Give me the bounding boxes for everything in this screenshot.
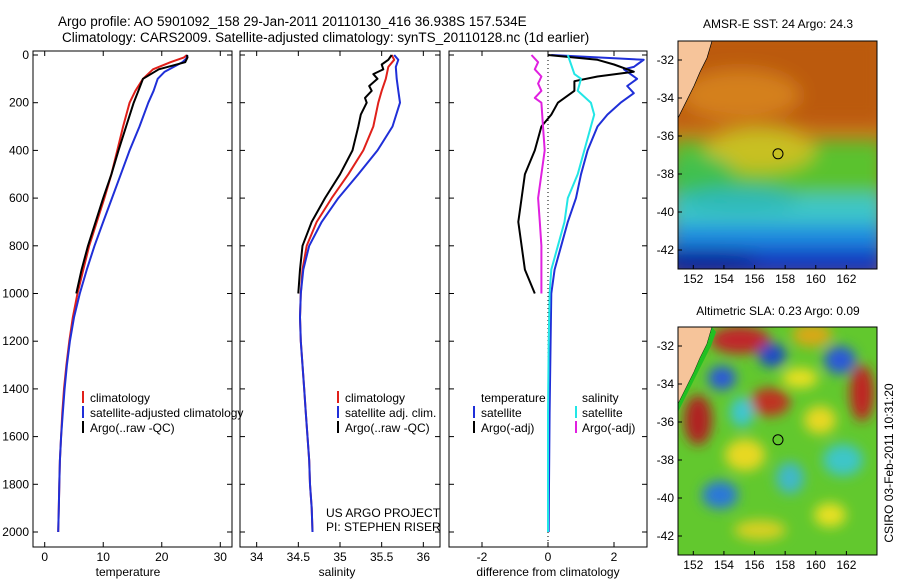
lat-tick-label: -34 [657,91,675,105]
lat-tick-label: -40 [657,205,675,219]
lat-tick-label: -32 [657,53,675,67]
lon-tick-label: 154 [714,558,734,572]
y-tick-label: 200 [9,96,29,110]
header-line-2: Climatology: CARS2009. Satellite-adjuste… [62,30,589,45]
lon-tick-label: 156 [745,272,765,286]
y-tick-label: 1000 [2,287,29,301]
series-line-2 [547,54,596,532]
series-line-3 [530,54,546,294]
timestamp-stamp: CSIRO 03-Feb-2011 10:31:20 [882,383,896,543]
lat-tick-label: -36 [657,129,675,143]
lat-tick-label: -38 [657,167,675,181]
y-tick-label: 2000 [2,525,29,539]
lat-tick-label: -36 [657,415,675,429]
lon-tick-label: 156 [745,558,765,572]
legend-label-sal-satellite: satellite [582,406,623,420]
x-tick-label: 0 [41,550,48,564]
x-tick-label: 10 [97,550,111,564]
lat-tick-label: -40 [657,491,675,505]
lon-tick-label: 160 [806,272,826,286]
lon-tick-label: 160 [806,558,826,572]
x-tick-label: 30 [214,550,228,564]
lat-tick-label: -42 [657,243,675,257]
y-tick-label: 1800 [2,477,29,491]
land-mass [678,41,713,119]
difference-legend: temperature satellite Argo(-adj) salinit… [473,391,635,435]
lat-tick-label: -42 [657,529,675,543]
legend-label-argo: Argo(..raw -QC) [90,421,175,435]
lat-tick-label: -32 [657,339,675,353]
x-axis-label-salinity: salinity [319,565,356,579]
series-line-2 [297,54,393,294]
series-line-1 [299,54,401,533]
x-tick-label: 35.5 [370,550,394,564]
x-axis-label-difference: difference from climatology [476,565,619,579]
sla-map-axes: 152 154 156 158 160 162 -32 -34 -36 -38 -40 -42 [657,339,857,572]
x-tick-label: -2 [477,550,488,564]
legend-heading-salinity: salinity [582,391,619,405]
y-tick-label: 800 [9,239,29,253]
series-line-1 [57,54,189,533]
lon-tick-label: 152 [683,558,703,572]
lon-tick-label: 158 [775,272,795,286]
y-tick-label: 1400 [2,382,29,396]
legend-label-satellite: satellite-adjusted climatology [90,406,243,420]
sla-map-title: Altimetric SLA: 0.23 Argo: 0.09 [696,304,860,318]
lon-tick-label: 158 [775,558,795,572]
sst-map [678,41,877,269]
legend-label-temp-satellite: satellite [481,406,522,420]
x-tick-label: 0 [545,550,552,564]
lon-tick-label: 154 [714,272,734,286]
temperature-panel [32,50,233,548]
lon-tick-label: 152 [683,272,703,286]
sst-map-title: AMSR-E SST: 24 Argo: 24.3 [703,17,853,31]
lon-tick-label: 162 [836,272,856,286]
y-tick-label: 0 [22,48,29,62]
x-axis-label-temperature: temperature [96,565,161,579]
series-line-1 [517,54,635,294]
temperature-legend: climatology satellite-adjusted climatolo… [82,391,243,435]
salinity-panel [239,50,441,548]
argo-location-marker [772,434,784,446]
legend-label-argo: Argo(..raw -QC) [345,421,430,435]
y-tick-label: 600 [9,191,29,205]
salinity-legend: climatology satellite adj. clim. Argo(..… [337,391,436,435]
credit-project: US ARGO PROJECT [326,506,441,520]
legend-heading-temperature: temperature [481,391,546,405]
x-tick-label: 20 [155,550,169,564]
x-tick-label: 34.5 [287,550,311,564]
header-line-1: Argo profile: AO 5901092_158 29-Jan-2011… [58,14,527,29]
legend-label-sal-argo: Argo(-adj) [582,421,635,435]
lat-tick-label: -38 [657,453,675,467]
legend-label-temp-argo: Argo(-adj) [481,421,534,435]
legend-label-climatology: climatology [90,391,150,405]
sst-map-frame [677,40,878,270]
sst-map-axes: 152 154 156 158 160 162 -32 -34 -36 -38 -40 -42 [657,53,857,286]
x-tick-label: 34 [250,550,264,564]
y-tick-label: 1600 [2,430,29,444]
x-tick-label: 35 [333,550,347,564]
lon-tick-label: 162 [836,558,856,572]
credit-pi: PI: STEPHEN RISER [326,520,441,534]
legend-label-climatology: climatology [345,391,405,405]
series-line-2 [75,54,189,294]
x-tick-label: 2 [611,550,618,564]
argo-location-marker [772,148,784,160]
y-tick-label: 1200 [2,334,29,348]
difference-plot: -2 0 2 [449,51,647,564]
legend-label-satellite: satellite adj. clim. [345,406,436,420]
sla-map [678,327,877,555]
sla-map-frame [677,326,878,556]
lat-tick-label: -34 [657,377,675,391]
x-tick-label: 36 [417,550,431,564]
temperature-plot: 0 10 20 30 0 200 400 600 800 1000 1200 1400 1600 1800… [2,48,232,564]
y-tick-label: 400 [9,143,29,157]
salinity-plot: 34 34.5 35 35.5 36 [240,51,440,564]
